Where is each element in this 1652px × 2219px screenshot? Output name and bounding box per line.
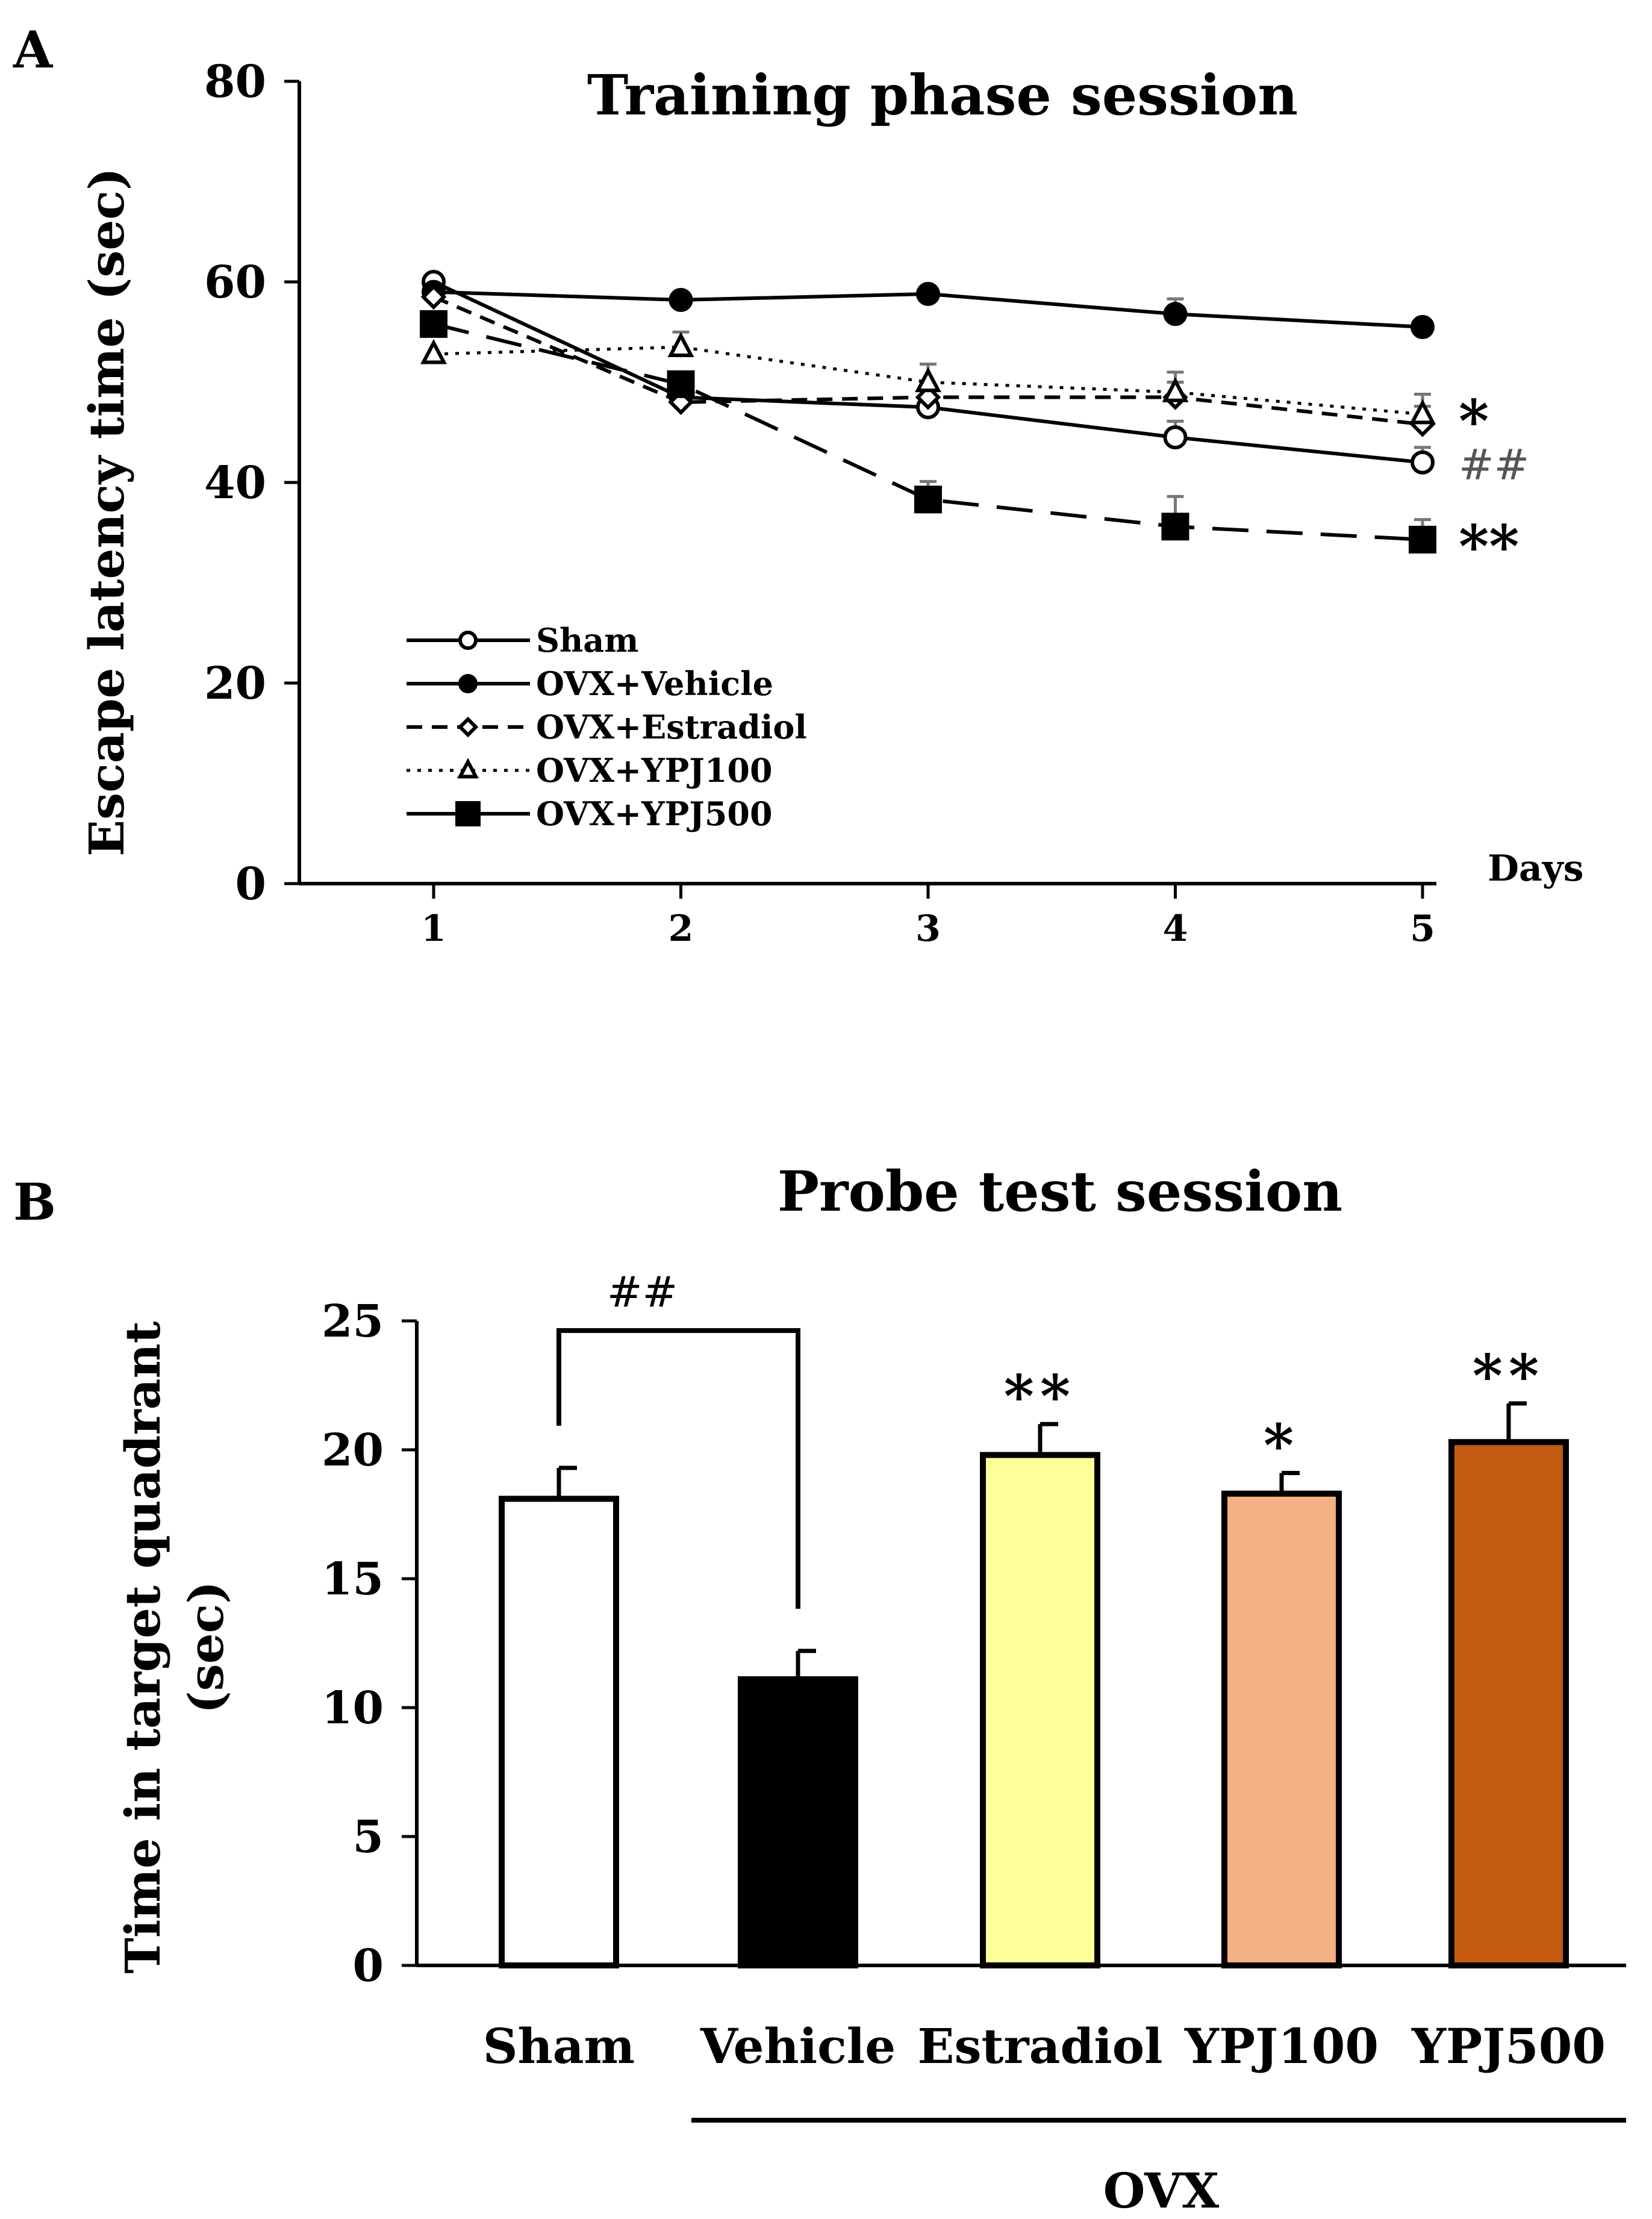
chart-a-series-sham: ##	[422, 270, 1529, 490]
chart-a-series-line	[433, 322, 1423, 541]
chart-a-legend-marker	[458, 674, 478, 693]
chart-b-bracket-label: ##	[607, 1267, 678, 1317]
chart-a-point	[667, 370, 695, 398]
chart-b-category-label: Estradiol	[917, 2018, 1162, 2074]
chart-b-y-tick-label: 15	[322, 1553, 384, 1605]
chart-b-ylabel-line1: Time in target quadrant	[114, 1321, 171, 1973]
chart-a-y-tick-label: 20	[204, 658, 266, 710]
chart-b-ylabel-line2: (sec)	[178, 1581, 234, 1714]
panel-b-letter: B	[13, 1172, 56, 1232]
chart-a-point	[1163, 302, 1188, 326]
chart-a-legend-label: Sham	[536, 621, 638, 660]
panel-a-letter: A	[13, 20, 54, 80]
chart-b-category-label: YPJ500	[1411, 2018, 1606, 2074]
chart-a-xlabel: Days	[1488, 847, 1584, 890]
chart-b-category-label: YPJ100	[1184, 2018, 1379, 2074]
chart-a-point	[916, 281, 940, 306]
chart-b-bar-ypj100	[1221, 1490, 1342, 1968]
chart-b-y-tick-label: 20	[322, 1425, 384, 1476]
chart-a-series-ovx-ypj100: *	[420, 330, 1489, 455]
chart-a-point	[1409, 525, 1436, 554]
chart-b-plot: 0 5 10 15 20 25 Sham Vehicle Estradiol ** YPJ100 * Y…	[322, 1267, 1626, 2123]
chart-a-title: Training phase session	[587, 63, 1298, 128]
chart-a-point	[420, 284, 447, 310]
chart-a-point	[1162, 377, 1189, 402]
chart-b-significance: **	[1004, 1362, 1076, 1431]
chart-a-point	[420, 310, 447, 338]
chart-a-y-tick-label: 40	[204, 457, 266, 509]
chart-b-y-tick-label: 5	[353, 1811, 384, 1863]
chart-a-legend-marker	[458, 631, 478, 650]
chart-a-x-tick-label: 4	[1163, 908, 1188, 950]
chart-a-legend: Sham OVX+Vehicle OVX+Estradiol OVX+YPJ100 OV…	[407, 621, 807, 833]
chart-a-point	[1410, 450, 1435, 475]
chart-a-legend-label: OVX+Vehicle	[536, 664, 773, 703]
chart-a-legend-label: OVX+YPJ100	[536, 751, 773, 790]
chart-b-bar-sham	[499, 1496, 619, 1969]
chart-b-y-tick-label: 25	[322, 1296, 384, 1347]
chart-a-legend-label: OVX+Estradiol	[536, 708, 807, 746]
chart-b-bar-estradiol	[980, 1452, 1100, 1969]
chart-a-legend-marker	[455, 801, 481, 826]
chart-b-significance: **	[1473, 1342, 1545, 1410]
chart-a-point	[669, 287, 693, 312]
chart-a-point	[1409, 399, 1436, 425]
chart-a-point	[667, 332, 694, 357]
chart-a-point	[1410, 314, 1435, 339]
chart-a-series-line	[433, 345, 1423, 416]
chart-a-x-tick-label: 1	[421, 908, 446, 950]
chart-b-y-tick-label: 10	[322, 1682, 384, 1734]
chart-a-ylabel: Escape latency time (sec)	[78, 167, 135, 857]
chart-b-category-label: Sham	[483, 2018, 635, 2074]
chart-b-title: Probe test session	[778, 1159, 1342, 1224]
chart-a-point	[915, 367, 941, 393]
chart-a-point	[1161, 513, 1189, 541]
chart-a-x-tick-label: 2	[669, 908, 694, 950]
chart-a-point	[420, 339, 447, 364]
chart-b-y-tick-label: 0	[353, 1940, 384, 1992]
chart-b-significance: *	[1264, 1412, 1300, 1480]
chart-a-legend-marker	[457, 758, 479, 779]
chart-b-bracket	[556, 1328, 800, 1609]
chart-b-group-label: OVX	[1103, 2162, 1219, 2219]
chart-a-x-tick-label: 5	[1410, 908, 1435, 950]
chart-a-legend-marker	[457, 716, 479, 738]
chart-a-legend-label: OVX+YPJ500	[536, 794, 773, 833]
chart-a-series-ovx-ypj500: **	[420, 310, 1519, 581]
chart-a-significance: *	[1459, 387, 1489, 455]
chart-a-significance: **	[1459, 513, 1519, 581]
chart-a-y-tick-label: 60	[204, 257, 266, 308]
chart-a-significance: ##	[1459, 440, 1529, 490]
chart-b-bar-vehicle	[738, 1676, 858, 1968]
chart-b-category-label: Vehicle	[700, 2018, 896, 2074]
chart-a-y-tick-label: 80	[204, 56, 266, 108]
chart-a-series-ovx-vehicle	[422, 279, 1435, 339]
chart-a-y-tick-label: 0	[235, 858, 267, 910]
chart-a-x-tick-label: 3	[915, 908, 941, 950]
chart-b-bar-ypj500	[1448, 1439, 1569, 1968]
chart-a-point	[914, 485, 942, 514]
chart-a-point	[1163, 425, 1188, 450]
